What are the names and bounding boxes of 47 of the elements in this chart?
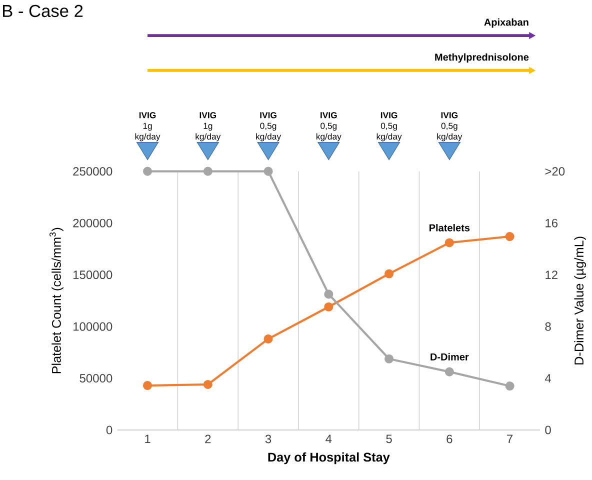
y2-tick-label: 8 xyxy=(545,322,551,331)
point xyxy=(444,238,454,248)
y-tick-label: 0 xyxy=(106,426,112,434)
y2-tick-label: 12 xyxy=(546,270,558,279)
point xyxy=(264,334,273,344)
x-tick-label: 4 xyxy=(326,434,332,443)
y2-tick-label: >20 xyxy=(545,167,565,176)
x-tick-label: 6 xyxy=(446,434,452,444)
point xyxy=(384,269,394,278)
point xyxy=(444,367,454,376)
y-tick-label: 100000 xyxy=(74,322,112,331)
series-label: D-Dimer xyxy=(430,353,469,360)
y-tick-label: 250000 xyxy=(73,167,112,176)
x-axis-title: Day of Hospital Stay xyxy=(268,452,390,464)
x-tick-label: 1 xyxy=(145,434,150,443)
series-label: Platelets xyxy=(430,224,470,232)
point xyxy=(203,166,212,176)
point xyxy=(142,166,152,176)
point xyxy=(264,166,273,176)
text: IVIG 1g kg/day xyxy=(196,112,221,142)
text: IVIG 1g kg/day xyxy=(135,112,160,142)
text: Methylprednisolone xyxy=(435,53,529,63)
point xyxy=(505,381,514,391)
point xyxy=(384,354,394,364)
y-tick-label: 50000 xyxy=(80,374,112,383)
text: IVIG 0,5g kg/day xyxy=(316,112,342,142)
point xyxy=(324,290,334,299)
point xyxy=(505,232,514,242)
point xyxy=(142,380,152,390)
x-tick-label: 5 xyxy=(386,434,392,444)
chart-title: B - Case 2 xyxy=(3,4,83,18)
point xyxy=(324,302,334,312)
y2-tick-label: 0 xyxy=(545,426,551,434)
point xyxy=(203,380,212,390)
y2-tick-label: 16 xyxy=(546,218,558,228)
y2-tick-label: 4 xyxy=(544,374,552,382)
x-tick-label: 2 xyxy=(205,434,211,444)
y-axis-title: Platelet Count (cells/mm$^{3}$) xyxy=(50,228,64,374)
text: Apixaban xyxy=(484,18,528,28)
x-tick-label: 7 xyxy=(507,434,513,443)
y-tick-label: 150000 xyxy=(74,270,112,280)
text: IVIG 0,5g kg/day xyxy=(376,112,402,142)
y2-axis-title: D-Dimer Value (µg/mL) xyxy=(574,236,586,364)
x-tick-label: 3 xyxy=(265,434,272,444)
text: IVIG 0,5g kg/day xyxy=(256,112,282,142)
y-tick-label: 200000 xyxy=(73,218,112,228)
text: IVIG 0,5g kg/day xyxy=(437,112,462,142)
